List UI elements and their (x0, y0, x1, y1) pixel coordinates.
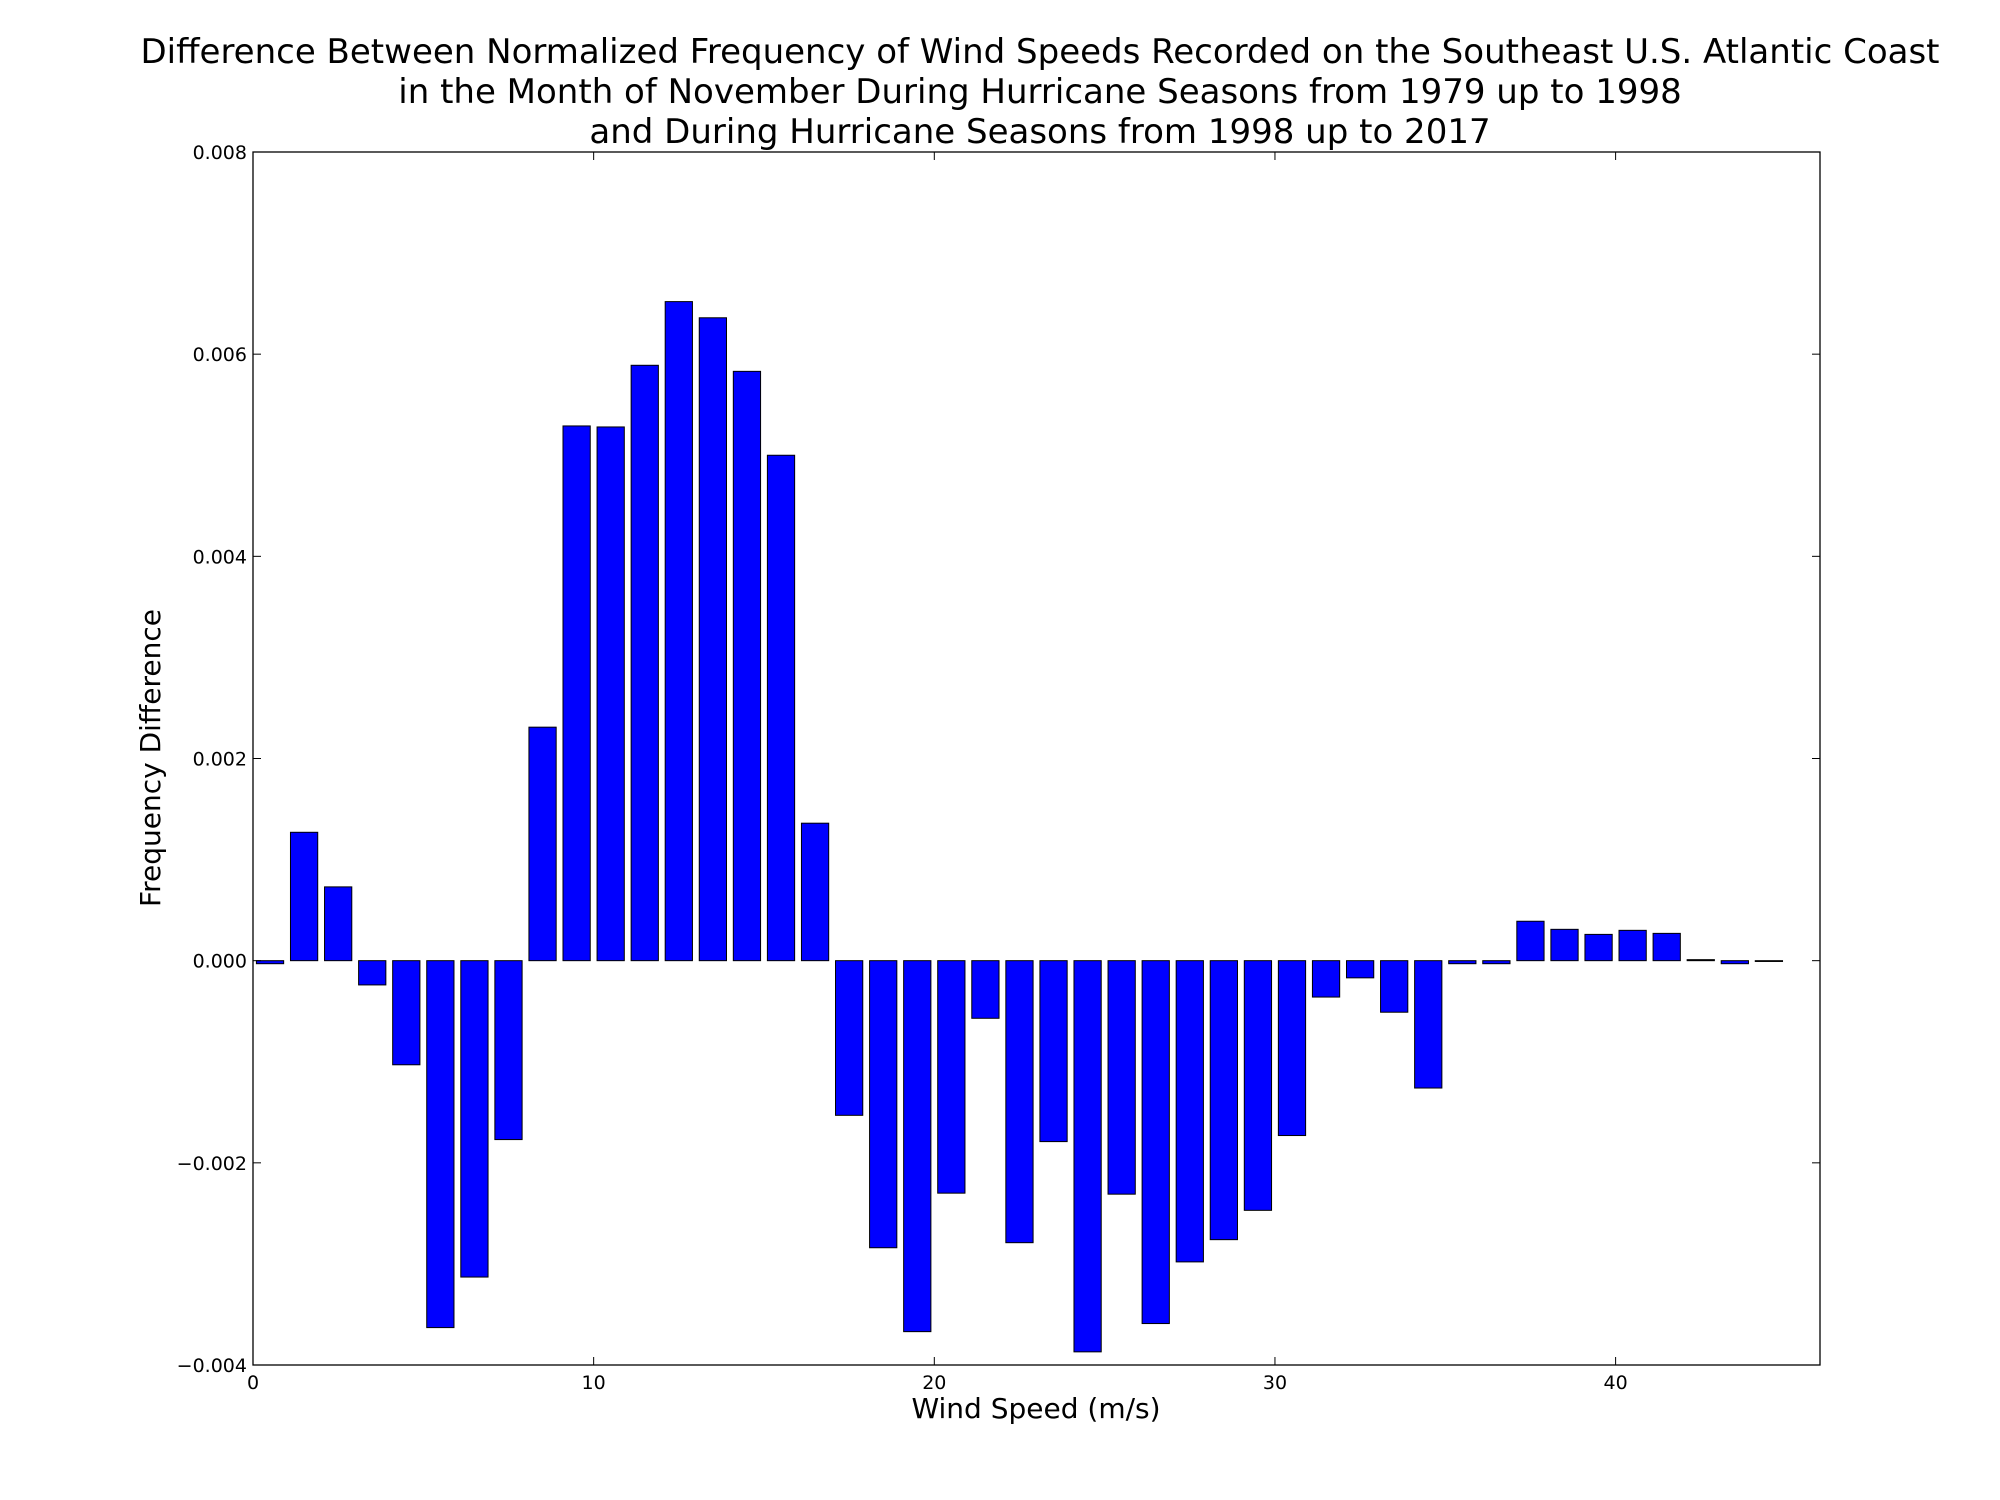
y-axis-label: Frequency Difference (134, 609, 167, 907)
y-tick-label: 0.002 (193, 749, 247, 771)
bar-27 (1175, 960, 1204, 1263)
bar-13 (698, 317, 728, 962)
bar-38 (1550, 928, 1579, 962)
bar-0 (255, 960, 285, 965)
bar-33 (1380, 960, 1409, 1013)
bar-31 (1311, 960, 1341, 998)
bar-6 (460, 960, 489, 1278)
y-tick-label: −0.002 (177, 1153, 247, 1175)
title-line-3: and During Hurricane Seasons from 1998 u… (589, 112, 1490, 152)
y-tick-labels: −0.004 −0.002 0.000 0.002 0.004 0.006 0.008 (177, 142, 247, 1377)
bar-28 (1209, 960, 1238, 1241)
bar-8 (528, 726, 557, 962)
bar-30 (1277, 960, 1307, 1137)
x-tick-labels: 0 10 20 30 40 (247, 1372, 1628, 1394)
bar-35 (1448, 960, 1477, 965)
bar-34 (1414, 960, 1443, 1089)
bar-26 (1141, 960, 1170, 1325)
bar-3 (358, 960, 387, 986)
bar-29 (1243, 960, 1273, 1211)
bar-2 (324, 886, 353, 962)
bar-21 (971, 960, 1000, 1019)
x-tick-label: 10 (582, 1372, 606, 1394)
bar-4 (392, 960, 421, 1066)
y-tick-label: 0.008 (193, 142, 247, 164)
bar-20 (937, 960, 966, 1194)
bar-18 (869, 960, 898, 1249)
bar-25 (1107, 960, 1136, 1195)
bar-5 (426, 960, 455, 1329)
plot-frame (252, 151, 1821, 1366)
bar-1 (289, 831, 319, 962)
title-line-1: Difference Between Normalized Frequency … (140, 32, 1939, 72)
bar-42 (1686, 959, 1715, 962)
bar-39 (1584, 933, 1613, 962)
bar-36 (1482, 960, 1511, 965)
x-axis-label: Wind Speed (m/s) (911, 1392, 1160, 1425)
bar-9 (562, 425, 591, 962)
bar-44 (1754, 960, 1784, 962)
bar-11 (630, 364, 659, 962)
bar-43 (1720, 960, 1749, 965)
y-tick-label: 0.006 (193, 344, 247, 366)
x-tick-label: 20 (922, 1372, 946, 1394)
x-tick-label: 30 (1263, 1372, 1287, 1394)
bar-41 (1652, 932, 1681, 962)
x-tick-label: 40 (1604, 1372, 1628, 1394)
x-tick-label: 0 (247, 1372, 259, 1394)
bar-22 (1005, 960, 1034, 1244)
bar-14 (732, 370, 762, 962)
bar-23 (1039, 960, 1068, 1143)
bar-40 (1618, 929, 1647, 962)
bar-16 (800, 822, 830, 962)
bar-17 (835, 960, 864, 1116)
bar-19 (903, 960, 932, 1333)
y-tick-label: 0.000 (193, 951, 247, 973)
bar-7 (494, 960, 523, 1141)
bar-37 (1516, 920, 1545, 962)
bar-24 (1073, 960, 1102, 1353)
chart-title: Difference Between Normalized Frequency … (140, 32, 1939, 152)
bar-series (255, 301, 1784, 1353)
bar-10 (596, 426, 625, 962)
y-tick-label: −0.004 (177, 1355, 247, 1377)
bar-32 (1345, 960, 1375, 979)
bar-12 (664, 301, 693, 962)
title-line-2: in the Month of November During Hurrican… (398, 72, 1681, 112)
y-tick-label: 0.004 (193, 546, 247, 568)
bar-15 (766, 454, 796, 962)
